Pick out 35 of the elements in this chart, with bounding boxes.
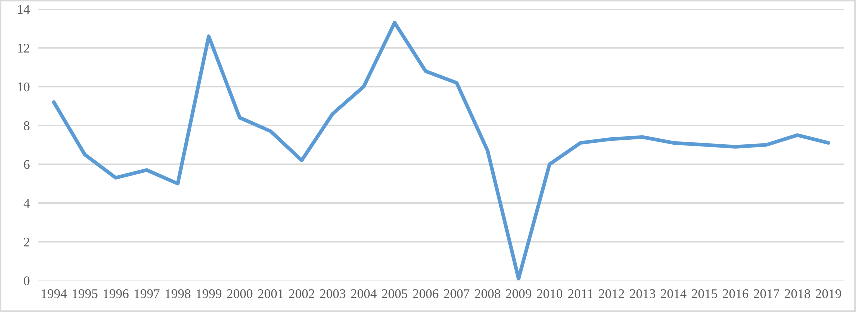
x-tick-label: 2009 (506, 290, 532, 298)
x-tick-label: 2010 (537, 290, 562, 298)
x-tick-label: 2019 (816, 290, 842, 298)
x-tick-label: 1998 (166, 290, 191, 298)
y-tick-label: 2 (24, 238, 30, 247)
y-tick-label: 8 (24, 121, 30, 130)
x-tick-label: 1997 (134, 290, 160, 298)
x-tick-label: 2017 (754, 290, 780, 298)
x-tick-label: 2016 (723, 290, 748, 298)
x-tick-label: 2018 (785, 290, 810, 298)
x-tick-label: 1994 (42, 290, 68, 298)
x-tick-label: 2001 (258, 290, 284, 298)
x-tick-label: 2014 (661, 290, 687, 298)
y-tick-label: 4 (24, 199, 30, 208)
x-tick-label: 2011 (568, 290, 593, 298)
x-tick-label: 2012 (599, 290, 624, 298)
y-tick-label: 6 (24, 160, 30, 170)
y-tick-label: 0 (24, 276, 30, 286)
x-tick-label: 2007 (444, 290, 470, 298)
x-tick-label: 2013 (630, 290, 656, 298)
x-tick-label: 1996 (104, 290, 129, 298)
x-tick-label: 2003 (320, 290, 346, 298)
line-series (52, 21, 830, 281)
x-tick-label: 2002 (289, 290, 314, 298)
x-tick-label: 2015 (692, 290, 718, 298)
x-tick-label: 2005 (382, 290, 408, 298)
x-tick-label: 2006 (413, 290, 439, 298)
y-tick-label: 10 (18, 82, 30, 92)
y-tick-label: 14 (18, 5, 30, 14)
x-tick-label: 2004 (351, 290, 377, 298)
x-tick-label: 1995 (73, 290, 98, 298)
x-tick-label: 2000 (227, 290, 253, 298)
x-tick-label: 1999 (196, 290, 222, 298)
x-tick-label: 2008 (475, 290, 501, 298)
y-tick-label: 12 (18, 44, 30, 53)
